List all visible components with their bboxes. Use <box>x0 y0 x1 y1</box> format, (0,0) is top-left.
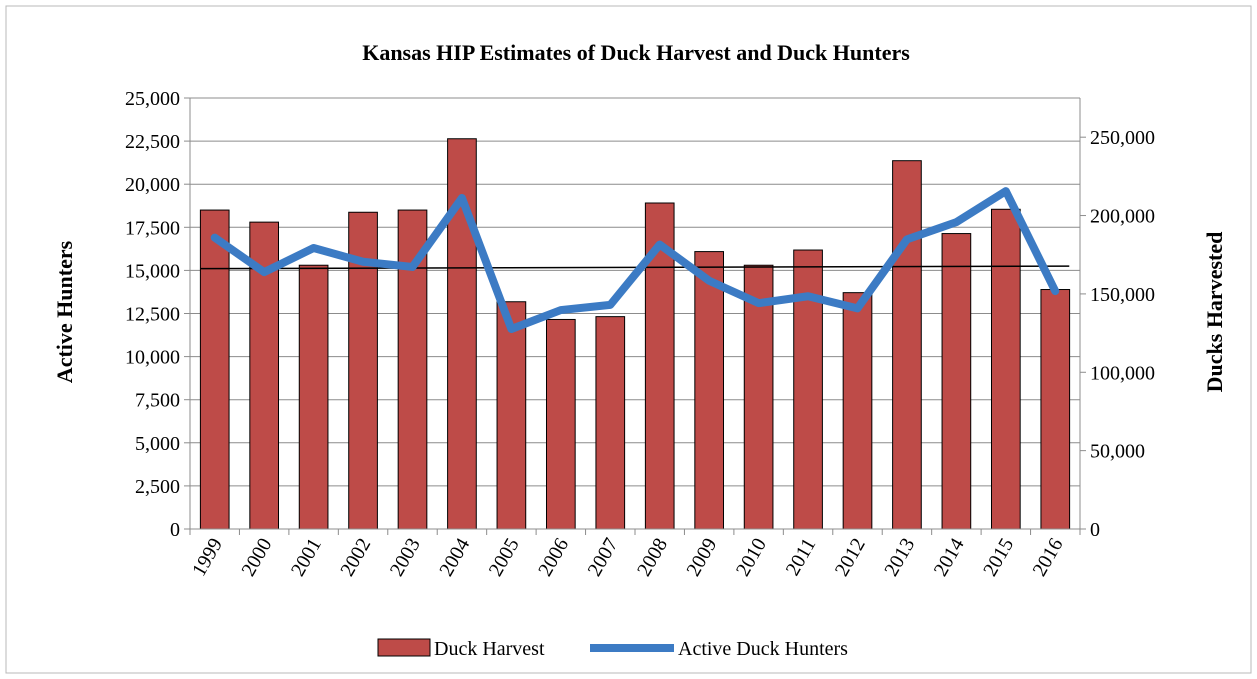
right-tick-label: 50,000 <box>1090 441 1145 463</box>
left-tick-label: 2,500 <box>135 476 180 498</box>
left-tick-label: 5,000 <box>135 433 180 455</box>
left-tick-label: 0 <box>170 519 180 541</box>
bar-duck-harvest <box>1040 289 1071 530</box>
line-active-duck-hunters <box>210 187 1060 334</box>
bar-duck-harvest <box>545 318 576 530</box>
legend-swatch-duck-harvest <box>377 638 431 657</box>
bar-duck-harvest <box>298 264 329 530</box>
bar-duck-harvest <box>990 208 1021 530</box>
right-tick-label: 250,000 <box>1090 127 1155 149</box>
bar-duck-harvest <box>743 264 774 530</box>
left-tick-label: 7,500 <box>135 390 180 412</box>
left-tick-label: 10,000 <box>125 347 180 369</box>
right-tick-label: 100,000 <box>1090 362 1155 384</box>
bar-duck-harvest <box>595 316 626 530</box>
left-tick-label: 12,500 <box>125 304 180 326</box>
trend-line <box>200 265 1070 270</box>
legend: Duck Harvest Active Duck Hunters <box>377 638 848 660</box>
left-tick-label: 20,000 <box>125 174 180 196</box>
bar-duck-harvest <box>793 249 823 530</box>
legend-label-duck-harvest: Duck Harvest <box>434 638 545 660</box>
right-tick-label: 150,000 <box>1090 284 1155 306</box>
left-tick-label: 15,000 <box>125 260 180 282</box>
axis-layer: 0 2,500 5,000 7,500 10,000 12,500 15,000 17,500… <box>125 88 1155 580</box>
bar-duck-harvest <box>842 292 873 530</box>
right-tick-label: 0 <box>1090 519 1100 541</box>
bar-duck-harvest <box>694 251 725 530</box>
left-tick-label: 17,500 <box>125 217 180 239</box>
bar-duck-harvest <box>199 209 230 530</box>
right-axis-title: Ducks Harvested <box>1202 232 1227 393</box>
left-tick-label: 22,500 <box>125 131 180 153</box>
bar-duck-harvest <box>892 160 922 530</box>
bar-duck-harvest <box>496 301 527 530</box>
trend-layer <box>200 265 1070 270</box>
bar-duck-harvest <box>941 233 972 530</box>
line-layer <box>210 187 1060 334</box>
chart-title: Kansas HIP Estimates of Duck Harvest and… <box>362 40 910 65</box>
legend-label-active-duck-hunters: Active Duck Hunters <box>678 638 848 660</box>
left-tick-label: 25,000 <box>125 88 180 110</box>
right-tick-label: 200,000 <box>1090 206 1155 228</box>
left-axis-title: Active Hunters <box>52 240 77 383</box>
